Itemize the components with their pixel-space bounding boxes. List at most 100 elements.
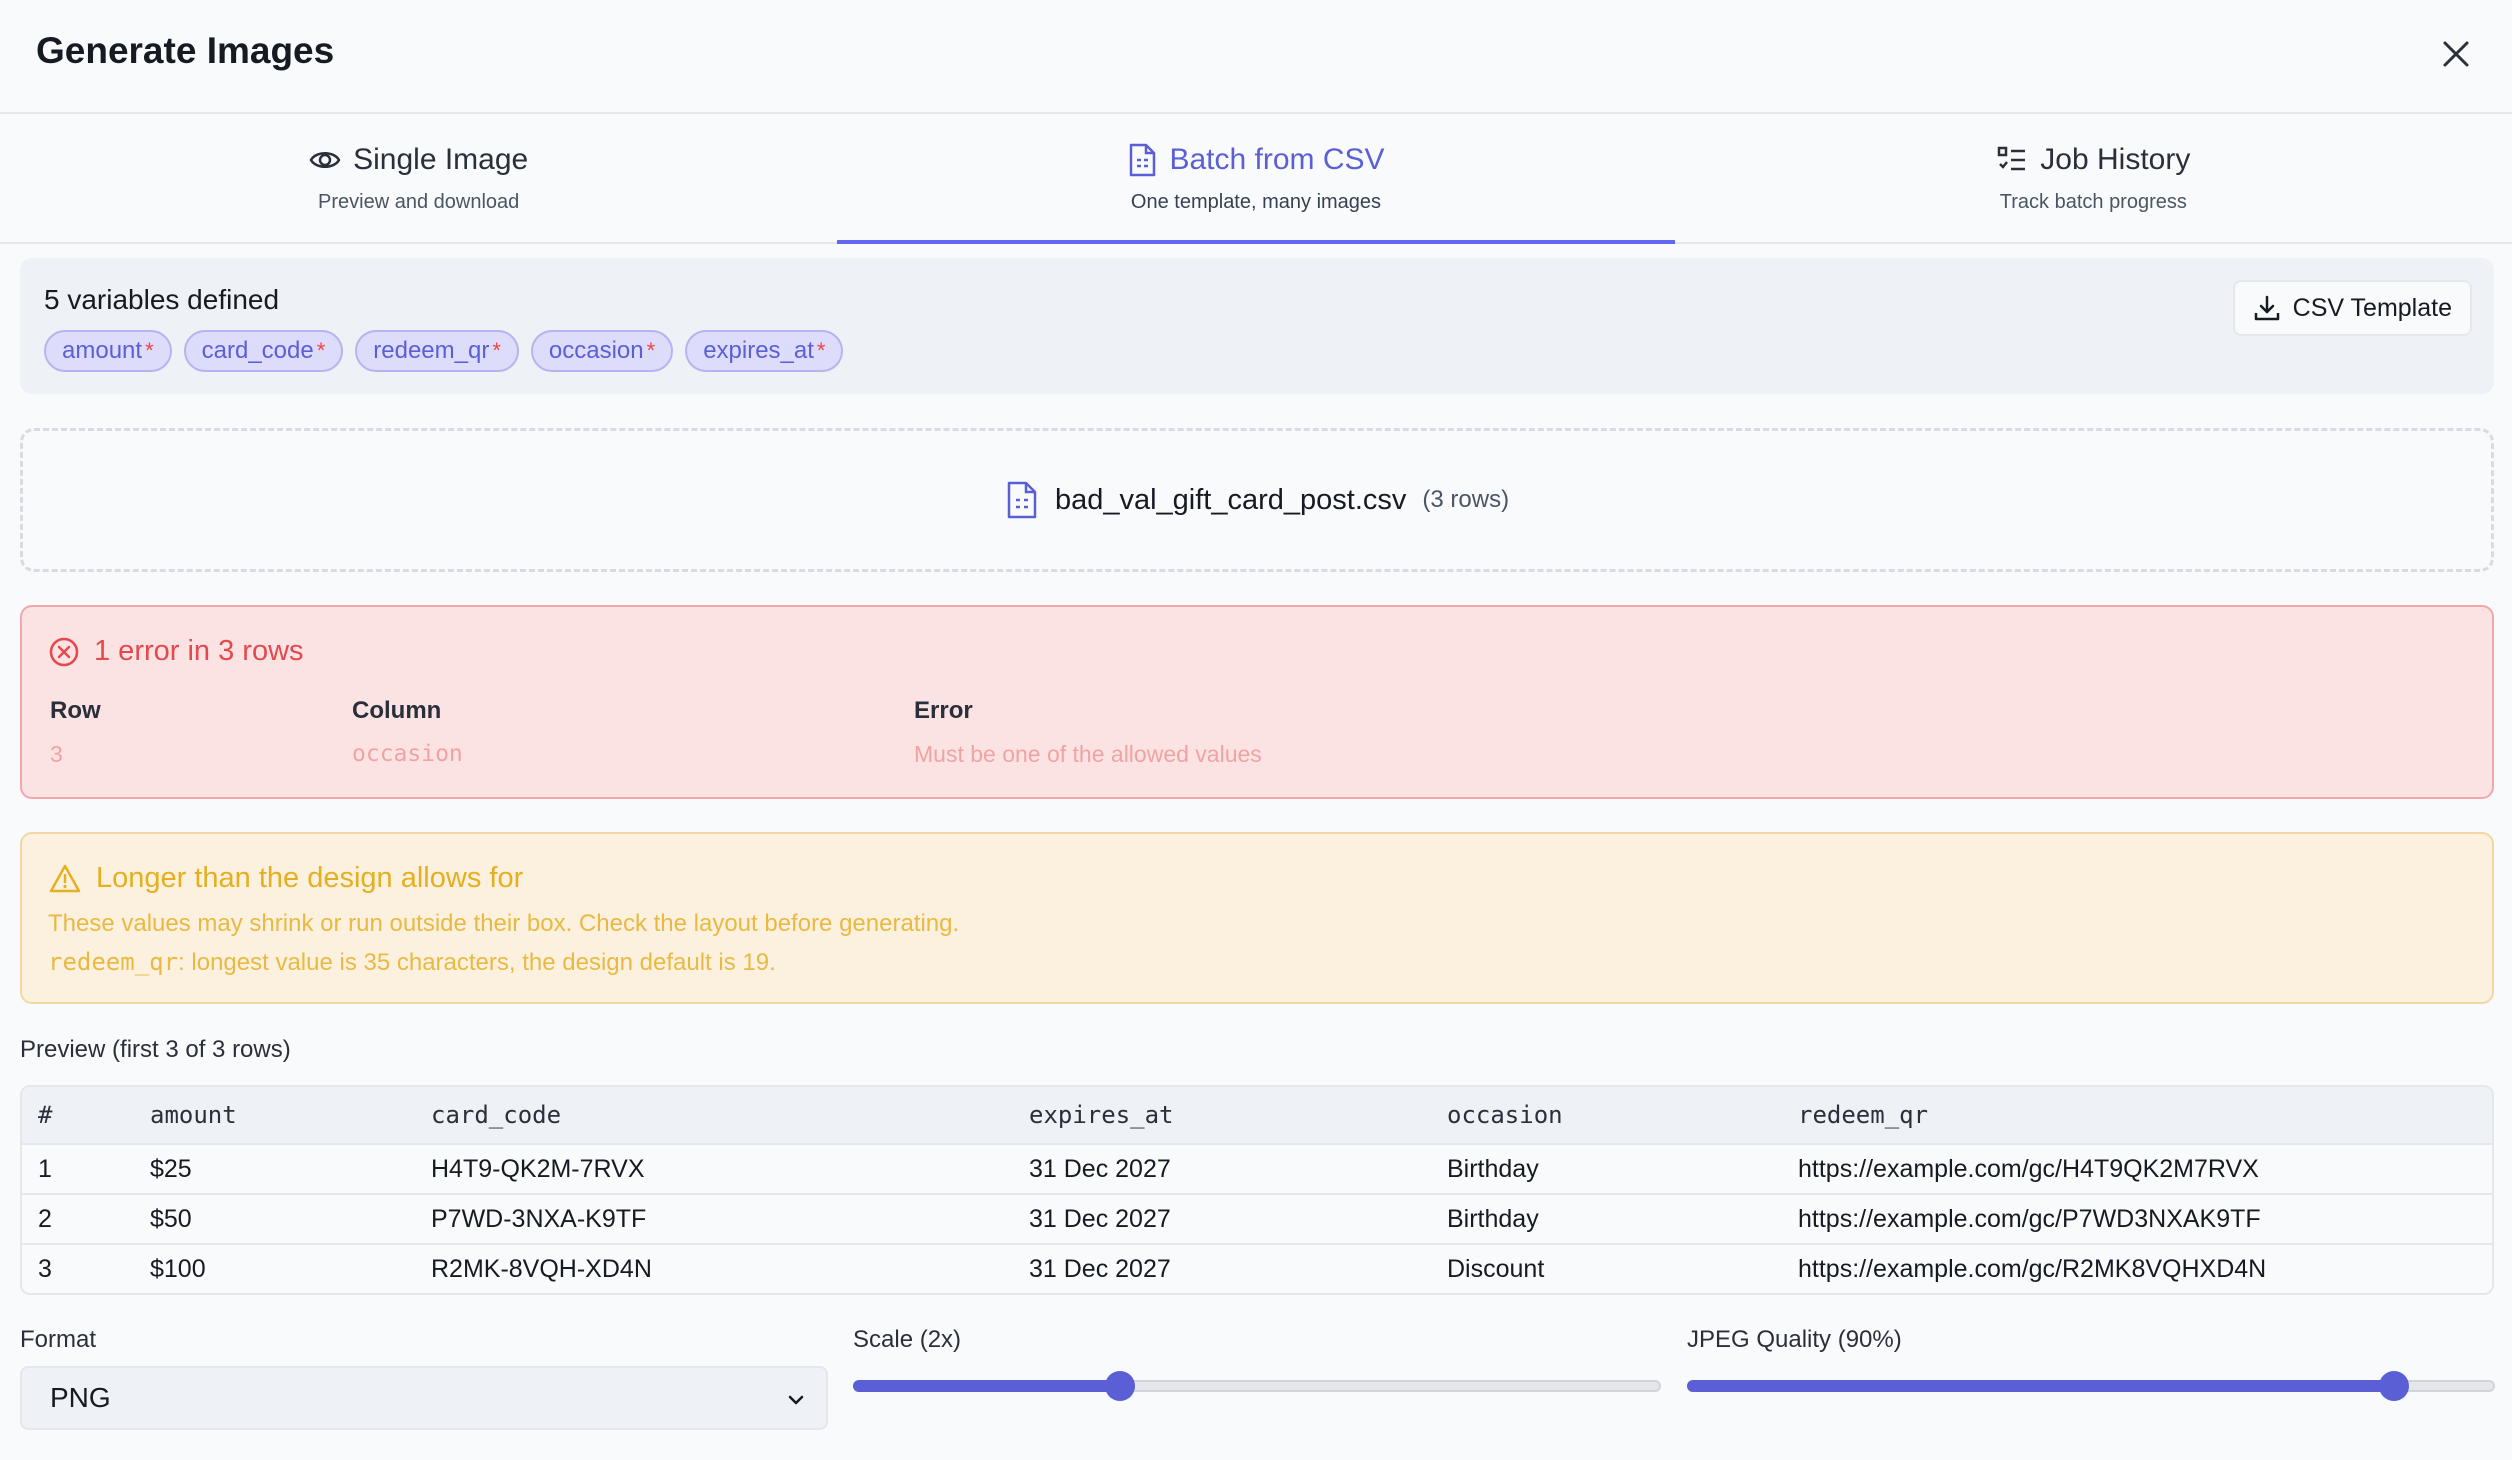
required-marker: * [145, 338, 154, 363]
table-cell: https://example.com/gc/H4T9QK2M7RVX [1782, 1144, 2492, 1195]
variable-chip: occasion * [530, 330, 674, 372]
column-header: # [22, 1087, 134, 1145]
slider-fill [1687, 1380, 2394, 1392]
variable-chip: amount * [44, 330, 172, 372]
download-icon [2254, 295, 2279, 321]
file-name: bad_val_gift_card_post.csv [1054, 483, 1407, 516]
tab-label: Single Image [353, 142, 529, 176]
tab-subtitle: Track batch progress [1999, 190, 2187, 213]
variable-chip: expires_at * [685, 330, 844, 372]
scale-label: Scale (2x) [853, 1326, 962, 1353]
validation-error-box: 1 error in 3 rows Row Column Error 3 occ… [20, 605, 2494, 799]
table-header-row: # amount card_code expires_at occasion r… [22, 1087, 2492, 1145]
tab-label: Batch from CSV [1169, 142, 1385, 176]
preview-table: # amount card_code expires_at occasion r… [20, 1085, 2494, 1295]
variable-chip: redeem_qr * [355, 330, 519, 372]
dialog-header: Generate Images [0, 0, 2512, 114]
table-cell: 31 Dec 2027 [1013, 1194, 1431, 1245]
table-cell: R2MK-8VQH-XD4N [431, 1255, 652, 1283]
column-header: redeem_qr [1782, 1087, 2492, 1145]
table-row: 1 $25 H4T9-QK2M-7RVX 31 Dec 2027 Birthda… [22, 1144, 2492, 1195]
table-cell: 31 Dec 2027 [1029, 1255, 1171, 1283]
warning-field: redeem_qr [48, 948, 179, 976]
table-cell: Discount [1447, 1255, 1545, 1283]
format-label: Format [20, 1326, 97, 1353]
chip-label: expires_at [703, 337, 814, 364]
warning-detail-text: : longest value is 35 characters, the de… [178, 949, 776, 976]
close-button[interactable] [2436, 34, 2476, 74]
chip-label: occasion [548, 337, 644, 364]
table-cell: 31 Dec 2027 [1013, 1144, 1431, 1195]
variable-chips: amount * card_code * redeem_qr * occasion * … [44, 330, 844, 372]
warning-message: These values may shrink or run outside t… [48, 910, 960, 937]
column-header: occasion [1431, 1087, 1782, 1145]
chip-label: amount [62, 337, 143, 364]
tab-label: Job History [2040, 142, 2191, 176]
table-cell: 1 [22, 1144, 134, 1195]
error-circle-icon [49, 637, 79, 666]
list-icon [1998, 146, 2026, 170]
warning-triangle-icon [49, 864, 81, 892]
scale-slider[interactable] [853, 1371, 1661, 1401]
column-header: card_code [415, 1087, 1013, 1145]
format-select[interactable]: PNG [20, 1366, 828, 1430]
tab-batch-from-csv[interactable]: Batch from CSV One template, many images [837, 114, 1675, 244]
table-cell: $50 [134, 1194, 415, 1245]
dialog-title: Generate Images [36, 30, 335, 71]
error-header-error: Error [914, 697, 973, 724]
chevron-down-icon [788, 1395, 804, 1405]
jpeg-quality-slider[interactable] [1687, 1371, 2495, 1401]
table-cell: 3 [38, 1255, 52, 1283]
table-cell: H4T9-QK2M-7RVX [415, 1144, 1013, 1195]
tab-subtitle: Preview and download [318, 190, 520, 213]
required-marker: * [492, 338, 501, 363]
table-cell: $25 [134, 1144, 415, 1195]
chip-label: redeem_qr [373, 337, 490, 364]
file-row-count: (3 rows) [1422, 486, 1510, 513]
chip-label: card_code [201, 337, 314, 364]
table-cell: 2 [22, 1194, 134, 1245]
length-warning-box: Longer than the design allows for These … [20, 832, 2494, 1004]
table-cell: $100 [150, 1255, 206, 1283]
slider-thumb[interactable] [1104, 1371, 1135, 1401]
file-dropzone[interactable]: bad_val_gift_card_post.csv (3 rows) [20, 428, 2494, 572]
eye-icon [309, 151, 341, 168]
file-icon [1007, 481, 1037, 519]
error-header-column: Column [352, 697, 442, 724]
tab-subtitle: One template, many images [1130, 190, 1382, 213]
format-value: PNG [50, 1382, 111, 1413]
table-cell: Birthday [1431, 1144, 1782, 1195]
error-row-value: 3 [50, 741, 63, 767]
document-icon [1130, 143, 1156, 176]
error-column-value: occasion [352, 741, 463, 767]
close-icon [2443, 41, 2469, 67]
table-row: 3 $100 R2MK-8VQH-XD4N 31 Dec 2027 Discou… [22, 1244, 2492, 1293]
table-cell: https://example.com/gc/R2MK8VQHXD4N [1798, 1255, 2267, 1283]
tab-job-history[interactable]: Job History Track batch progress [1675, 114, 2512, 242]
csv-template-label: CSV Template [2292, 293, 2452, 322]
column-header: amount [134, 1087, 415, 1145]
required-marker: * [316, 338, 326, 363]
column-header: expires_at [1013, 1087, 1431, 1145]
warning-detail: redeem_qr: longest value is 35 character… [48, 948, 776, 977]
required-marker: * [646, 338, 656, 363]
warning-title: Longer than the design allows for [96, 862, 524, 894]
slider-thumb[interactable] [2379, 1371, 2409, 1401]
preview-label: Preview (first 3 of 3 rows) [20, 1036, 291, 1063]
tab-single-image[interactable]: Single Image Preview and download [0, 114, 837, 242]
variables-count: 5 variables defined [44, 284, 280, 315]
error-header-row: Row [50, 697, 101, 724]
table-cell: https://example.com/gc/P7WD3NXAK9TF [1782, 1194, 2492, 1245]
table-cell: Birthday [1431, 1194, 1782, 1245]
jpeg-quality-label: JPEG Quality (90%) [1687, 1326, 1902, 1353]
csv-template-button[interactable]: CSV Template [2232, 280, 2472, 336]
variable-chip: card_code * [183, 330, 344, 372]
required-marker: * [816, 338, 826, 363]
error-title: 1 error in 3 rows [94, 635, 304, 667]
variables-panel: 5 variables defined amount * card_code * r… [20, 258, 2494, 394]
error-message: Must be one of the allowed values [914, 741, 1262, 767]
table-cell: P7WD-3NXA-K9TF [415, 1194, 1013, 1245]
table-row: 2 $50 P7WD-3NXA-K9TF 31 Dec 2027 Birthda… [22, 1194, 2492, 1245]
slider-fill [853, 1380, 1120, 1392]
tab-bar: Single Image Preview and download Batch … [0, 114, 2512, 244]
